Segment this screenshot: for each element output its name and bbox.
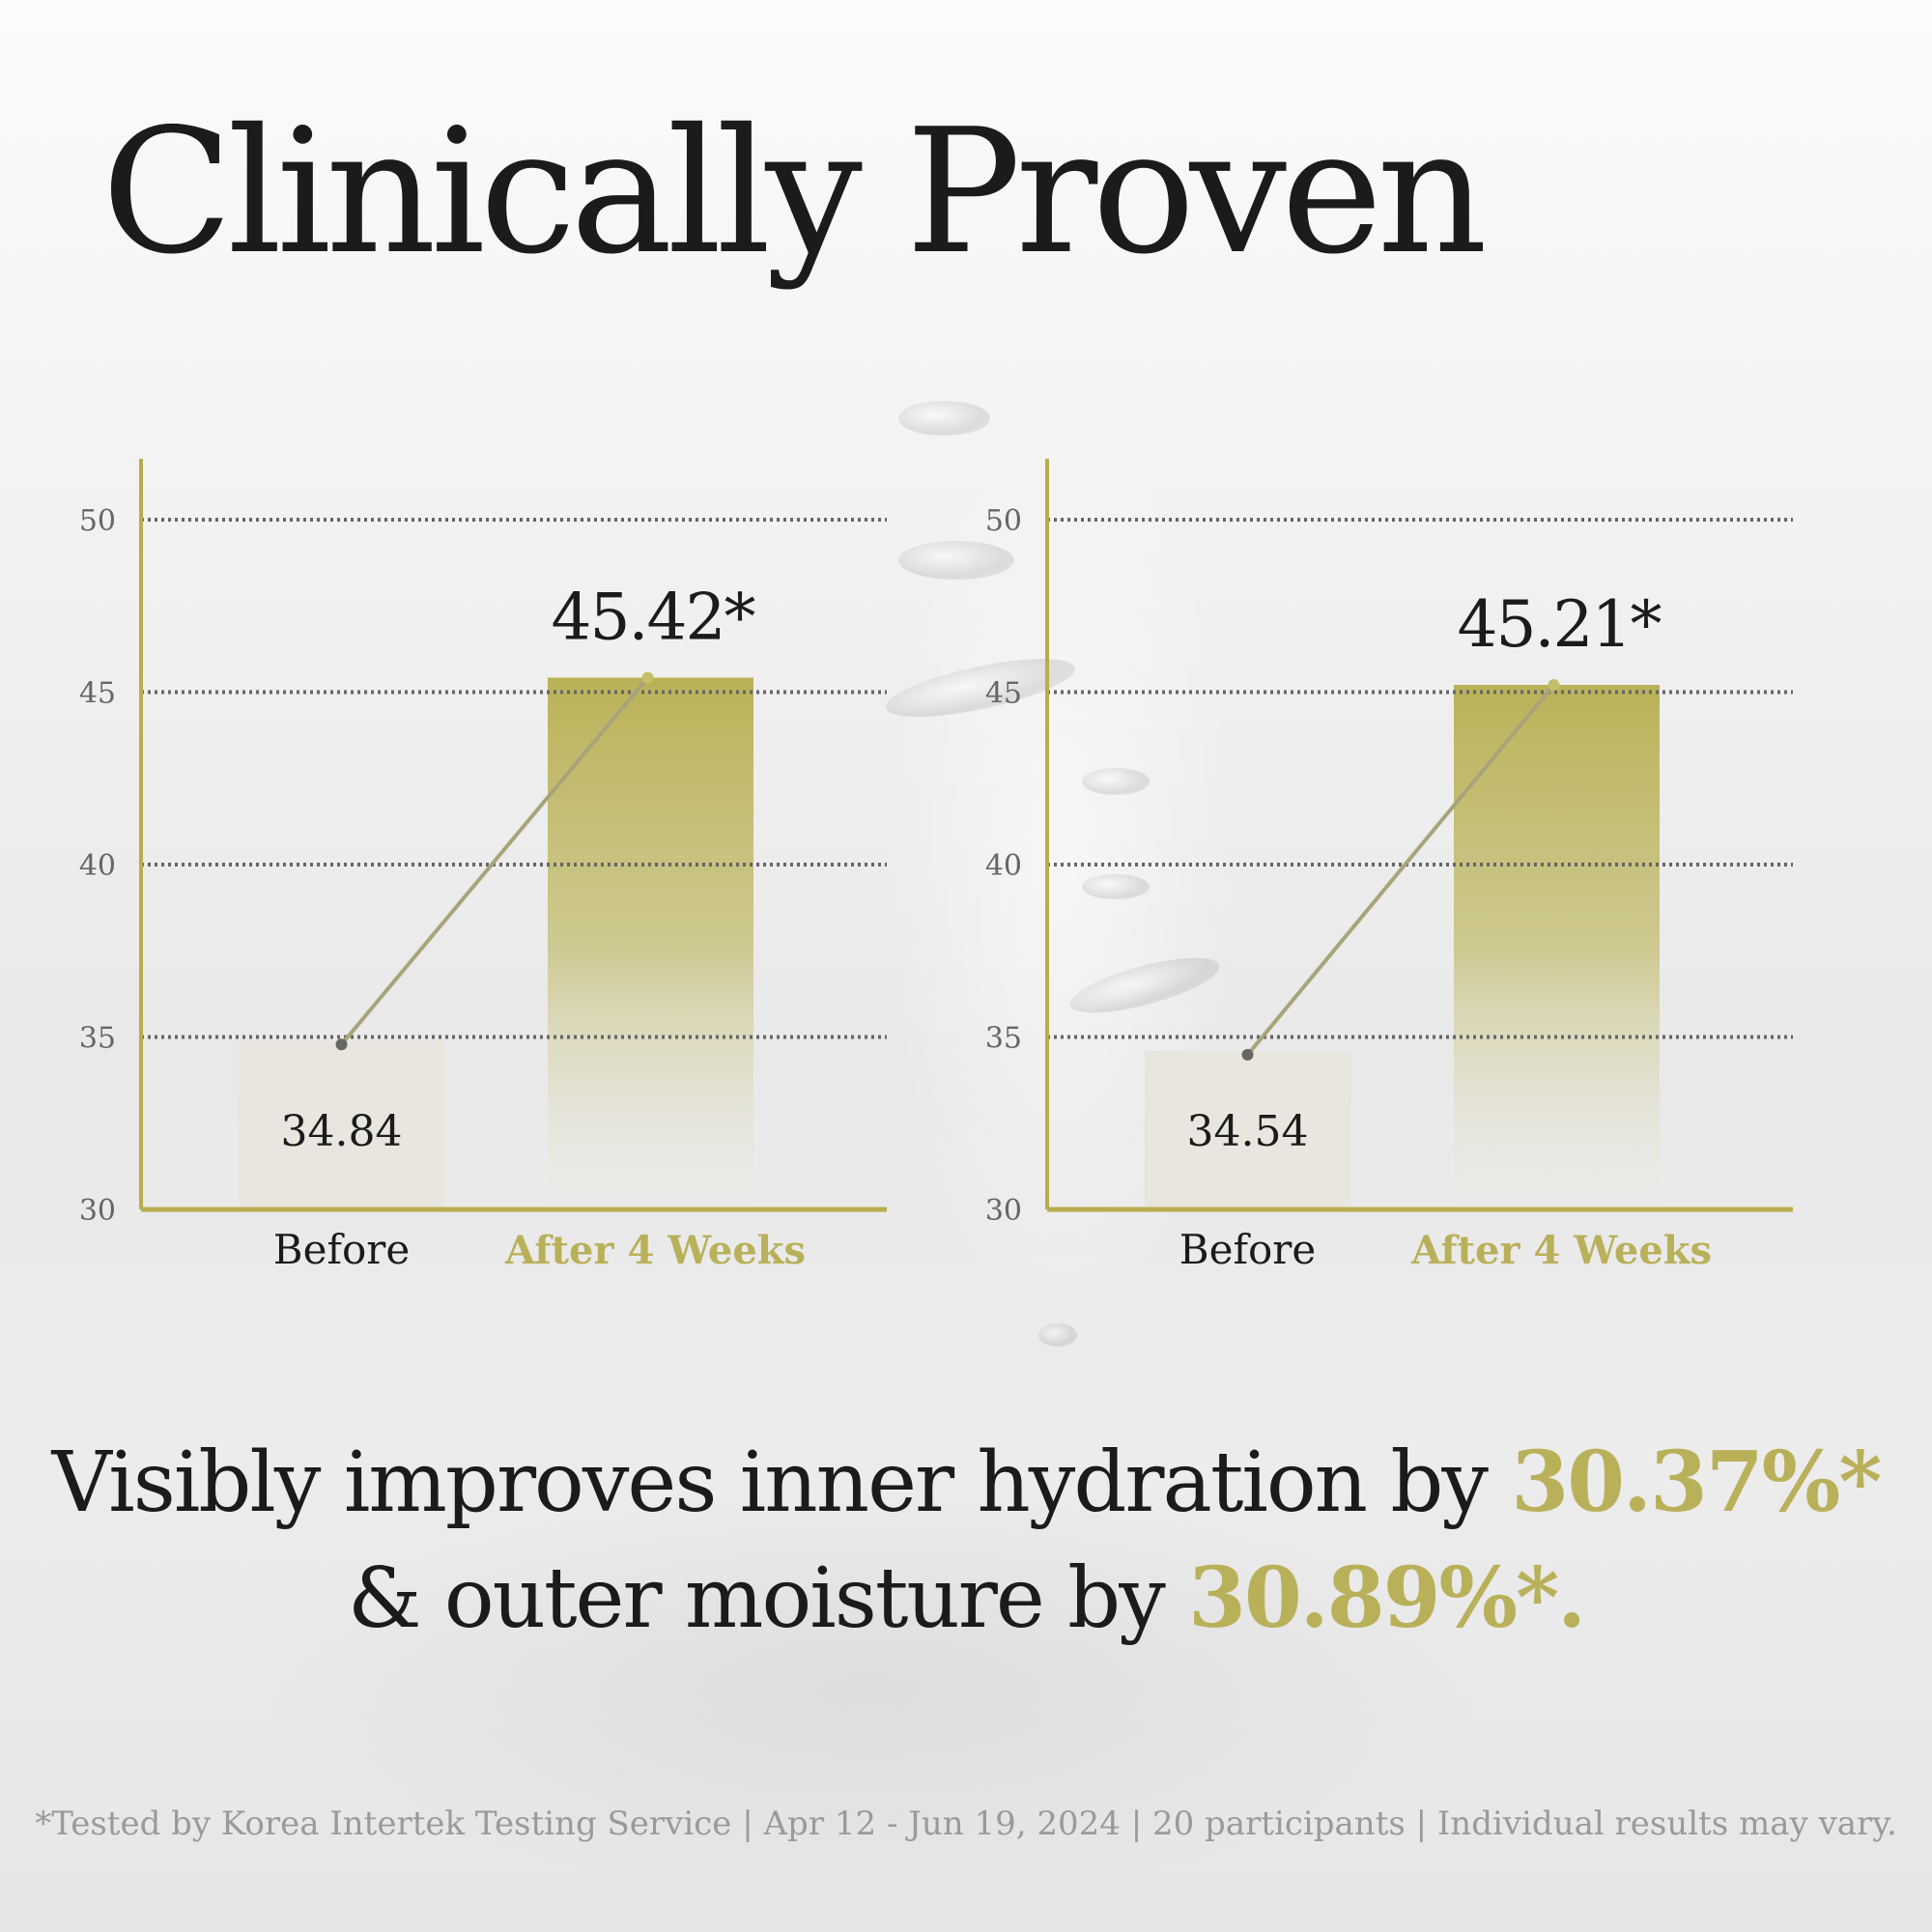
headline-line-1: Visibly improves inner hydration by 30.3… (0, 1425, 1932, 1541)
trend-point-before (335, 1038, 348, 1051)
water-drop (1082, 768, 1150, 795)
headline: Visibly improves inner hydration by 30.3… (0, 1425, 1932, 1657)
page-title: Clinically Proven (101, 92, 1488, 292)
water-drop (1038, 1323, 1077, 1347)
outer-moisture-value: 30.89%*. (1188, 1549, 1586, 1647)
chart-outer-moisture: 30 35 40 45 50 34.54 45.21* Before After 4 Weeks (985, 459, 1793, 1273)
water-drop (898, 401, 990, 436)
y-tick-label: 40 (79, 849, 116, 883)
water-drop (1082, 874, 1150, 899)
water-drop (898, 541, 1014, 580)
footnote: *Tested by Korea Intertek Testing Servic… (35, 1804, 1897, 1843)
value-label-after: 45.21* (1458, 587, 1662, 662)
value-label-after: 45.42* (552, 581, 755, 655)
bar-after (548, 677, 753, 1209)
bar-after (1454, 685, 1660, 1209)
headline-line-2-text: & outer moisture by (347, 1550, 1189, 1647)
trend-point-after (641, 671, 654, 684)
value-label-before: 34.84 (281, 1107, 403, 1156)
y-tick-label: 35 (79, 1022, 116, 1056)
y-tick-label: 30 (79, 1194, 116, 1228)
inner-hydration-value: 30.37%* (1511, 1434, 1882, 1531)
trend-line (339, 676, 650, 1046)
category-label-before: Before (1179, 1226, 1316, 1273)
value-label-before: 34.54 (1187, 1107, 1309, 1156)
y-tick-label: 45 (985, 677, 1022, 711)
bar-before (1145, 1050, 1350, 1209)
trend-point-before (1241, 1048, 1254, 1061)
y-tick-label: 30 (985, 1194, 1022, 1228)
category-label-after: After 4 Weeks (1410, 1228, 1712, 1273)
trend-line (1245, 683, 1556, 1057)
category-label-before: Before (273, 1226, 410, 1273)
y-tick-label: 40 (985, 849, 1022, 883)
chart-inner-hydration: 30 35 40 45 50 34.84 45.42* Before After 4 Weeks (79, 459, 887, 1273)
headline-line-1-text: Visibly improves inner hydration by (51, 1435, 1512, 1531)
trend-point-after (1548, 679, 1560, 692)
y-tick-label: 50 (985, 504, 1022, 538)
y-tick-label: 45 (79, 677, 116, 711)
headline-line-2: & outer moisture by 30.89%*. (0, 1541, 1932, 1657)
y-tick-label: 35 (985, 1022, 1022, 1056)
bar-before (239, 1040, 444, 1209)
category-label-after: After 4 Weeks (504, 1228, 806, 1273)
y-tick-label: 50 (79, 504, 116, 538)
